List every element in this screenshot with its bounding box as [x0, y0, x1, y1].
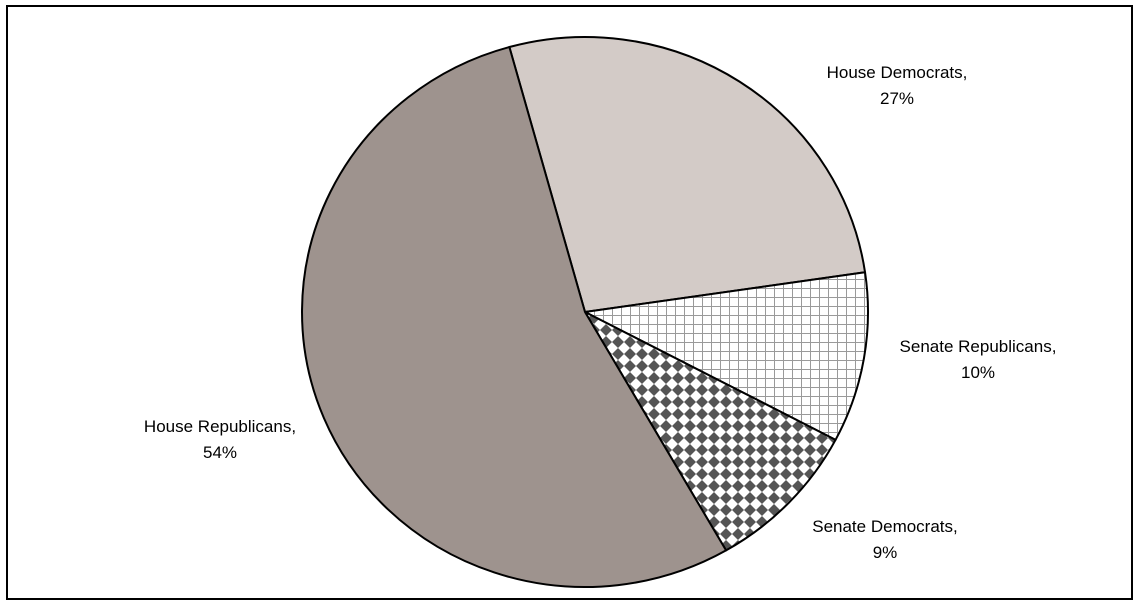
label-senate-republicans-name: Senate Republicans, — [900, 337, 1057, 356]
label-house-democrats-name: House Democrats, — [827, 63, 968, 82]
label-house-democrats-pct: 27% — [880, 89, 914, 108]
pie-slice-house-republicans — [301, 46, 728, 588]
label-house-republicans-pct: 54% — [203, 443, 237, 462]
label-house-republicans-name: House Republicans, — [144, 417, 296, 436]
pie-slice-senate-republicans — [584, 271, 870, 441]
pie-slice-house-democrats — [508, 36, 867, 313]
label-senate-democrats-pct: 9% — [873, 543, 898, 562]
pie-slices — [301, 36, 870, 588]
pie-slice-senate-democrats — [584, 311, 837, 552]
label-senate-republicans-pct: 10% — [961, 363, 995, 382]
label-senate-democrats-name: Senate Democrats, — [812, 517, 958, 536]
